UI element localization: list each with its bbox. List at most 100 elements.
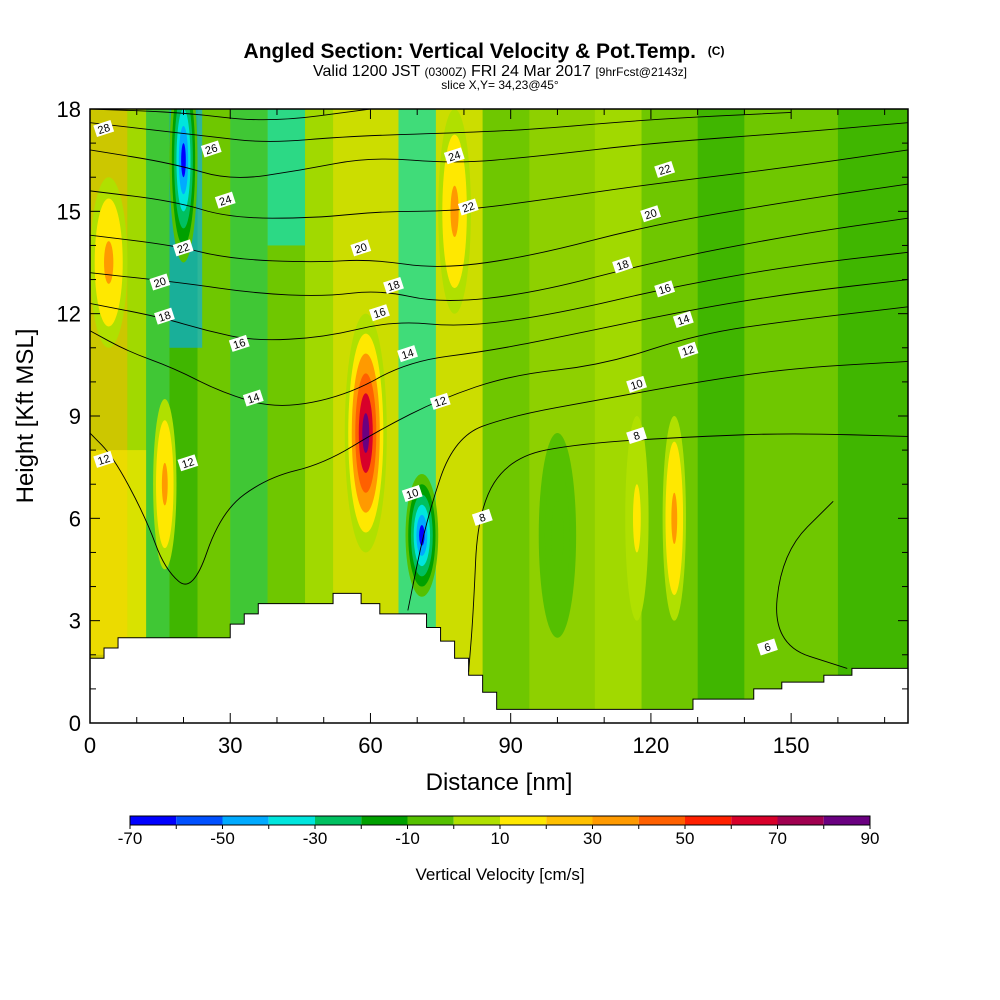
theta-label: 12 (177, 454, 199, 472)
theta-label-text: 6 (763, 641, 773, 654)
colorbar-swatch (638, 816, 685, 825)
theta-label: 12 (429, 392, 451, 410)
theta-contour-28 (90, 109, 371, 121)
theta-label-bg (149, 273, 171, 291)
theta-label-text: 24 (447, 149, 462, 164)
field-band (697, 109, 745, 723)
theta-label-bg (672, 311, 694, 329)
theta-label-text: 14 (246, 391, 261, 406)
theta-label-bg (214, 191, 236, 209)
theta-label-text: 22 (461, 200, 476, 215)
field-band (594, 109, 642, 723)
theta-contour-8 (468, 433, 908, 672)
colorbar-tick-label: -70 (118, 829, 143, 848)
velocity-core (161, 462, 168, 506)
velocity-core (632, 484, 641, 553)
theta-label: 16 (654, 280, 676, 298)
theta-label-bg (177, 454, 199, 472)
velocity-core (419, 525, 425, 546)
theta-label-bg (654, 160, 676, 178)
theta-label: 22 (457, 198, 479, 216)
theta-label-bg (242, 389, 264, 407)
field-band (641, 109, 698, 723)
theta-label: 20 (350, 239, 372, 256)
theta-label-text: 16 (232, 337, 247, 352)
y-tick-label: 3 (69, 609, 81, 634)
velocity-core (362, 413, 370, 453)
theta-label-bg (677, 341, 699, 359)
x-tick-label: 60 (358, 733, 382, 758)
x-tick-label: 30 (218, 733, 242, 758)
theta-label-text: 16 (657, 282, 672, 297)
theta-label: 12 (93, 450, 115, 468)
theta-label-text: 12 (180, 456, 195, 471)
theta-label-text: 20 (643, 207, 658, 222)
theta-label-text: 20 (152, 275, 167, 290)
colorbar-tick-label: 30 (583, 829, 602, 848)
chart-title: Angled Section: Vertical Velocity & Pot.… (244, 40, 725, 63)
theta-label-bg (654, 280, 676, 298)
x-tick-label: 150 (773, 733, 810, 758)
theta-contour-20 (90, 183, 908, 267)
velocity-core (104, 241, 114, 284)
colorbar-tick-label: -10 (395, 829, 420, 848)
colorbar-swatch (453, 816, 500, 825)
theta-label-bg (200, 140, 222, 158)
valid-time-line: Valid 1200 JST (0300Z) FRI 24 Mar 2017 [… (313, 63, 687, 80)
theta-label: 14 (242, 389, 264, 407)
field-band (267, 109, 306, 246)
theta-label: 22 (172, 239, 194, 256)
colorbar-swatch (500, 816, 547, 825)
colorbar-tick-label: 10 (491, 829, 510, 848)
theta-label-text: 22 (657, 163, 672, 178)
theta-label: 20 (149, 273, 171, 291)
theta-label: 18 (383, 276, 404, 294)
theta-label-text: 18 (615, 258, 630, 273)
y-tick-label: 6 (69, 506, 81, 531)
colorbar-swatch (130, 816, 177, 825)
colorbar-swatch (777, 816, 824, 825)
field-band (197, 109, 231, 723)
theta-contour-18 (90, 217, 908, 301)
velocity-field (90, 109, 908, 723)
x-axis-label: Distance [nm] (426, 769, 573, 796)
theta-contour-labels: 28 26 24 22 20 18 16 14 12 12 20 18 16 14 12 10 8 24 22 22 2… (93, 120, 778, 656)
theta-label-bg (369, 304, 390, 322)
theta-contour-12 (90, 306, 908, 585)
field-band (90, 450, 147, 655)
theta-contour-10 (407, 360, 908, 611)
theta-label-text: 14 (400, 347, 415, 362)
y-tick-label: 18 (57, 97, 81, 122)
colorbar-swatch (407, 816, 454, 825)
theta-label: 12 (677, 341, 699, 359)
field-band (744, 109, 838, 723)
theta-label-text: 18 (157, 309, 172, 324)
theta-label: 14 (672, 311, 694, 329)
colorbar-swatch (685, 816, 732, 825)
theta-contour-14 (90, 279, 908, 406)
theta-label-text: 18 (386, 279, 401, 294)
theta-label: 16 (228, 334, 250, 352)
theta-label: 10 (626, 375, 647, 393)
theta-label-bg (93, 450, 115, 468)
colorbar-tick-label: 50 (676, 829, 695, 848)
theta-label-text: 12 (96, 453, 111, 468)
theta-label-bg (154, 307, 175, 325)
theta-label-bg (612, 256, 633, 274)
theta-label: 28 (93, 120, 115, 137)
x-tick-label: 120 (633, 733, 670, 758)
theta-label: 6 (757, 638, 778, 656)
colorbar-label: Vertical Velocity [cm/s] (415, 865, 584, 884)
field-band (837, 109, 908, 723)
colorbar-swatch (268, 816, 315, 825)
colorbar: -70 -50 -30 -10 10 30 50 70 90 (118, 815, 879, 848)
velocity-core (551, 501, 564, 570)
theta-contour-16 (90, 251, 908, 341)
theta-label-text: 8 (478, 512, 488, 525)
theta-label: 24 (443, 147, 465, 164)
theta-label-bg (429, 392, 451, 410)
theta-label-text: 8 (632, 430, 642, 443)
theta-label-bg (626, 427, 647, 445)
theta-label: 10 (401, 485, 423, 502)
